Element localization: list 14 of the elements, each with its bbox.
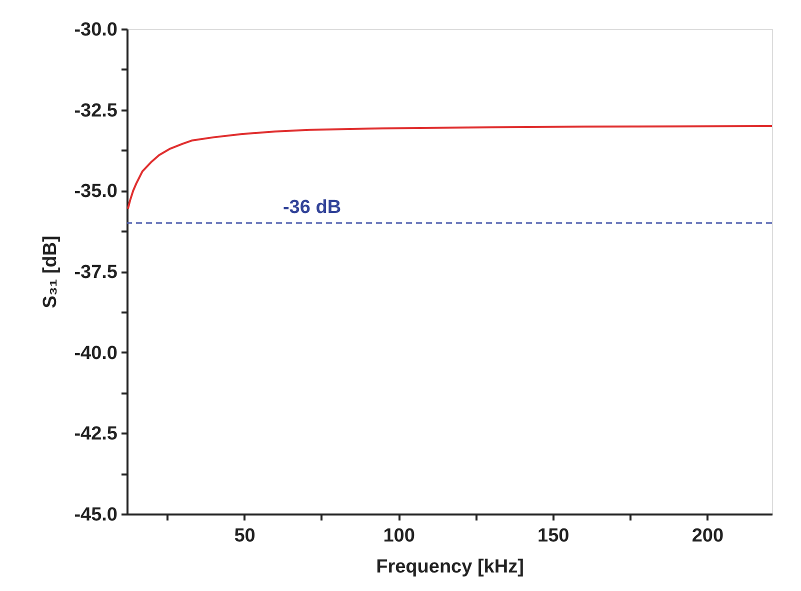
x-tick-label: 50 [234,526,256,546]
y-tick-label: -32.5 [74,100,118,122]
y-tick-label: -42.5 [74,424,118,445]
x-tick-label: 150 [538,526,570,546]
y-tick-label: -37.5 [74,262,118,283]
y-tick-label: -45.0 [74,504,118,526]
ref-line-label: -36 dB [282,197,342,218]
y-tick-label: -40.0 [74,342,118,364]
x-tick-label: 100 [383,526,415,546]
x-tick-label: 200 [692,526,724,546]
x-axis-title: Frequency [kHz] [376,556,524,578]
y-tick-label: -35.0 [74,181,118,202]
y-tick-label: -30.0 [74,20,118,40]
y-axis-title: S₃₁ [dB] [40,236,62,308]
